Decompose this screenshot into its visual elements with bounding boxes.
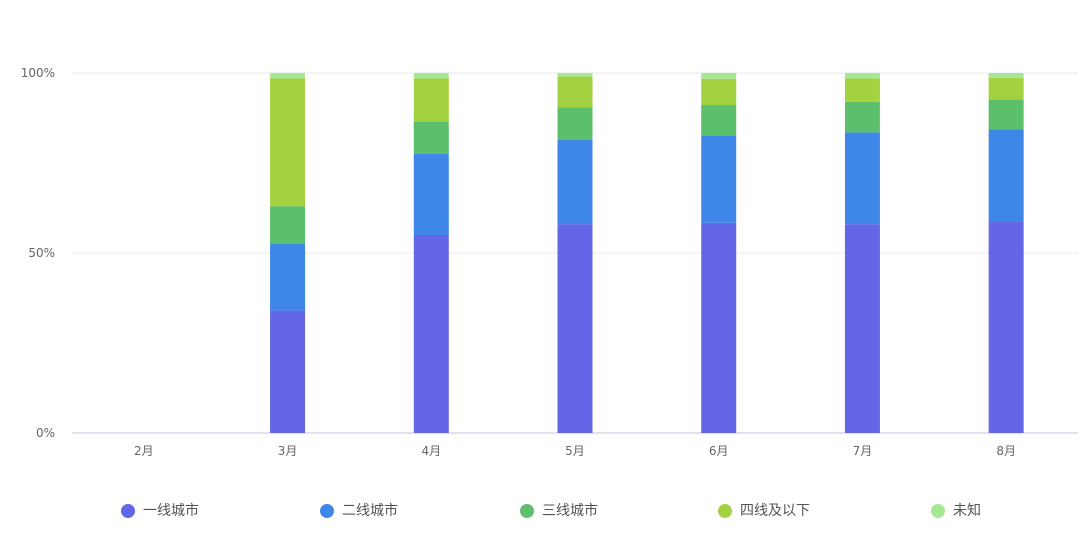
bar-segment[interactable] <box>988 78 1024 100</box>
bar-segment[interactable] <box>844 101 880 133</box>
legend-label-unknown: 未知 <box>953 503 981 519</box>
bar-segment[interactable] <box>557 224 593 433</box>
bar-segment[interactable] <box>270 310 306 433</box>
bar-segment[interactable] <box>557 107 593 140</box>
bar-segment[interactable] <box>413 78 449 122</box>
bar-segment[interactable] <box>413 121 449 154</box>
legend-item-tier1[interactable]: 一线城市 <box>121 498 199 524</box>
y-tick-label: 100% <box>21 66 55 80</box>
bar-segment[interactable] <box>270 73 306 79</box>
legend-label-tier3: 三线城市 <box>542 503 598 519</box>
legend-marker-tier2 <box>320 504 334 518</box>
bar-segment[interactable] <box>270 78 306 207</box>
bar-segment[interactable] <box>988 222 1024 433</box>
bar-segment[interactable] <box>413 154 449 235</box>
bar-segment[interactable] <box>413 73 449 79</box>
legend-marker-unknown <box>931 504 945 518</box>
x-tick-label: 8月 <box>996 444 1016 458</box>
legend-marker-tier3 <box>520 504 534 518</box>
y-tick-label: 50% <box>28 246 55 260</box>
bar-segment[interactable] <box>844 78 880 102</box>
legend-item-tier2[interactable]: 二线城市 <box>320 498 398 524</box>
bar-segment[interactable] <box>270 206 306 244</box>
x-tick-label: 4月 <box>421 444 441 458</box>
legend-label-tier2: 二线城市 <box>342 503 398 519</box>
bar-segment[interactable] <box>413 235 449 433</box>
x-tick-label: 6月 <box>709 444 729 458</box>
legend-item-tier4[interactable]: 四线及以下 <box>718 498 810 524</box>
legend-marker-tier1 <box>121 504 135 518</box>
legend: 一线城市 二线城市 三线城市 四线及以下 未知 <box>0 498 1080 524</box>
bar-segment[interactable] <box>701 222 737 433</box>
bar-segment[interactable] <box>988 129 1024 223</box>
bar-segment[interactable] <box>701 105 737 136</box>
x-tick-label: 7月 <box>853 444 873 458</box>
bar-segment[interactable] <box>557 139 593 225</box>
bar-segment[interactable] <box>844 73 880 79</box>
bar-segment[interactable] <box>844 132 880 225</box>
bar-segment[interactable] <box>701 73 737 79</box>
legend-item-tier3[interactable]: 三线城市 <box>520 498 598 524</box>
bar-segment[interactable] <box>701 78 737 106</box>
bar-segment[interactable] <box>557 76 593 108</box>
bar-segment[interactable] <box>988 99 1024 130</box>
y-tick-label: 0% <box>36 426 55 440</box>
legend-item-unknown[interactable]: 未知 <box>931 498 981 524</box>
legend-label-tier4: 四线及以下 <box>740 503 810 519</box>
x-tick-label: 2月 <box>134 444 154 458</box>
x-tick-label: 3月 <box>278 444 298 458</box>
bar-segment[interactable] <box>844 224 880 433</box>
bar-segment[interactable] <box>557 73 593 77</box>
bar-segment[interactable] <box>988 73 1024 79</box>
x-tick-label: 5月 <box>565 444 585 458</box>
legend-marker-tier4 <box>718 504 732 518</box>
legend-label-tier1: 一线城市 <box>143 503 199 519</box>
bar-segment[interactable] <box>701 135 737 223</box>
bar-segment[interactable] <box>270 244 306 311</box>
